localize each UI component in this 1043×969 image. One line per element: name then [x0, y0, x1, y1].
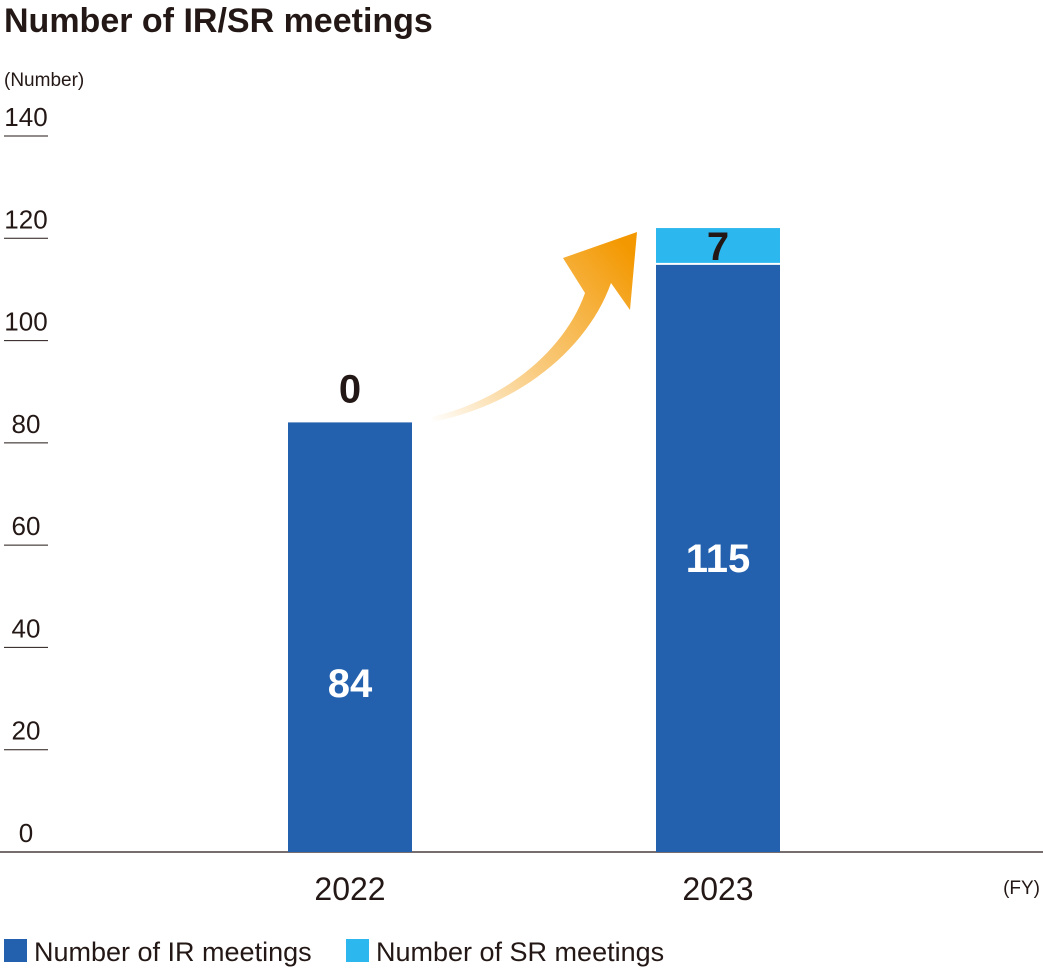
x-axis-label: (FY)	[1003, 878, 1040, 899]
legend-label-sr: Number of SR meetings	[376, 937, 664, 967]
bar-ir-2022	[288, 422, 412, 852]
x-tick-label: 2022	[314, 871, 385, 907]
x-tick-label: 2023	[682, 871, 753, 907]
legend-swatch-sr	[346, 939, 369, 962]
y-tick-label: 120	[4, 204, 47, 234]
y-tick-label: 80	[12, 409, 41, 439]
y-tick-label: 40	[12, 613, 41, 643]
bar-ir-2023	[656, 263, 780, 852]
growth-arrow-icon	[432, 232, 637, 422]
legend-swatch-ir	[4, 939, 27, 962]
legend-label-ir: Number of IR meetings	[34, 937, 312, 967]
chart-title: Number of IR/SR meetings	[4, 2, 433, 40]
data-labels: 84 0 115 7	[328, 225, 751, 706]
y-tick-label: 60	[12, 511, 41, 541]
bars	[288, 228, 780, 852]
legend: Number of IR meetings Number of SR meetin…	[4, 937, 664, 967]
y-tick-label: 20	[12, 716, 41, 746]
y-tick-label: 140	[4, 102, 47, 132]
bar-sr-2023	[656, 228, 780, 264]
y-tick-label: 0	[19, 818, 33, 848]
data-label-sr: 7	[707, 225, 729, 269]
y-axis-label: (Number)	[4, 70, 84, 91]
data-label-ir: 115	[686, 537, 751, 581]
data-label-sr: 0	[339, 367, 361, 411]
y-axis: 0 20 40 60 80 100 120 140	[4, 102, 48, 848]
y-tick-label: 100	[4, 307, 47, 337]
data-label-ir: 84	[328, 662, 373, 706]
x-axis: 2022 2023	[314, 871, 753, 907]
